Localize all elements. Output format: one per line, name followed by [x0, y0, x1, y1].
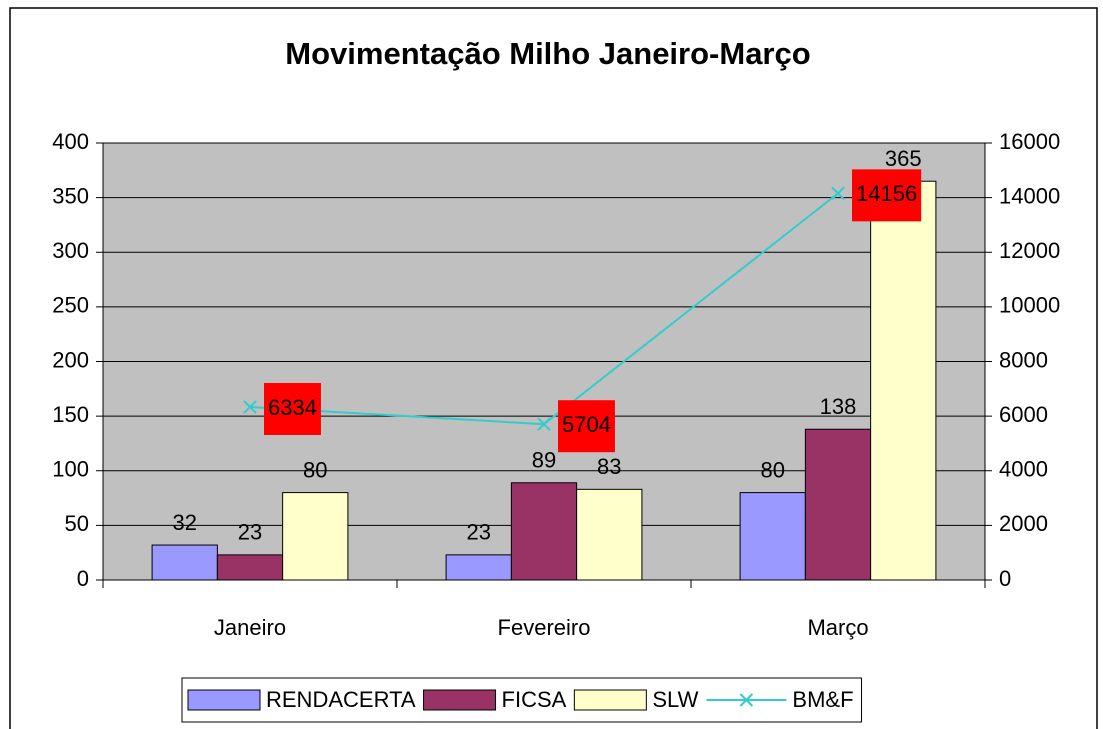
legend-swatch [187, 689, 261, 711]
y-tick-label: 150 [52, 402, 89, 427]
line-value-label: 5704 [562, 412, 611, 437]
legend-label: RENDACERTA [266, 687, 416, 712]
legend-label: BM&F [792, 687, 853, 712]
bar-value-label: 32 [172, 510, 196, 535]
line-label-bg [852, 169, 922, 222]
x-tick-label: Janeiro [214, 615, 286, 640]
y-tick-label: 50 [65, 511, 89, 536]
y-tick-label: 300 [52, 238, 89, 263]
line-marker [537, 417, 551, 431]
y2-tick-label: 8000 [999, 347, 1048, 372]
legend-swatch [573, 689, 647, 711]
x-tick-label: Março [807, 615, 868, 640]
line-marker [243, 400, 257, 414]
bar [151, 544, 218, 581]
bar-value-label: 23 [466, 520, 490, 545]
y2-tick-label: 2000 [999, 511, 1048, 536]
y2-tick-label: 16000 [999, 129, 1060, 154]
bar-value-label: 138 [820, 394, 857, 419]
chart-title: Movimentação Milho Janeiro-Março [285, 36, 810, 71]
bar-value-label: 80 [303, 457, 327, 482]
bar-value-label: 83 [597, 454, 621, 479]
y-tick-label: 100 [52, 457, 89, 482]
legend-swatch [423, 689, 497, 711]
y2-tick-label: 0 [999, 566, 1011, 591]
bar-value-label: 23 [238, 520, 262, 545]
y2-tick-label: 14000 [999, 183, 1060, 208]
line-label-bg [264, 383, 321, 436]
bar [445, 554, 512, 581]
bar [870, 180, 937, 581]
x-tick-label: Fevereiro [498, 615, 591, 640]
legend-label: SLW [652, 687, 698, 712]
bar [216, 554, 284, 581]
line-label-bg [558, 400, 615, 453]
bar [282, 492, 349, 581]
y2-tick-label: 6000 [999, 402, 1048, 427]
line-value-label: 14156 [856, 181, 917, 206]
bar-value-label: 80 [760, 457, 784, 482]
line-value-label: 6334 [268, 395, 317, 420]
y-tick-label: 250 [52, 293, 89, 318]
line-marker [831, 186, 845, 201]
y-tick-label: 200 [52, 347, 89, 372]
bar [804, 428, 872, 581]
bar [739, 492, 806, 581]
y2-tick-label: 4000 [999, 457, 1048, 482]
bar-value-label: 89 [532, 448, 556, 473]
legend-label: FICSA [502, 687, 567, 712]
y-tick-label: 350 [52, 183, 89, 208]
bar-value-label: 365 [885, 146, 922, 171]
bar [510, 482, 578, 581]
bar [576, 488, 643, 581]
y2-tick-label: 12000 [999, 238, 1060, 263]
y2-tick-label: 10000 [999, 293, 1060, 318]
legend-marker [739, 693, 754, 707]
y-tick-label: 0 [77, 566, 89, 591]
y-tick-label: 400 [52, 129, 89, 154]
